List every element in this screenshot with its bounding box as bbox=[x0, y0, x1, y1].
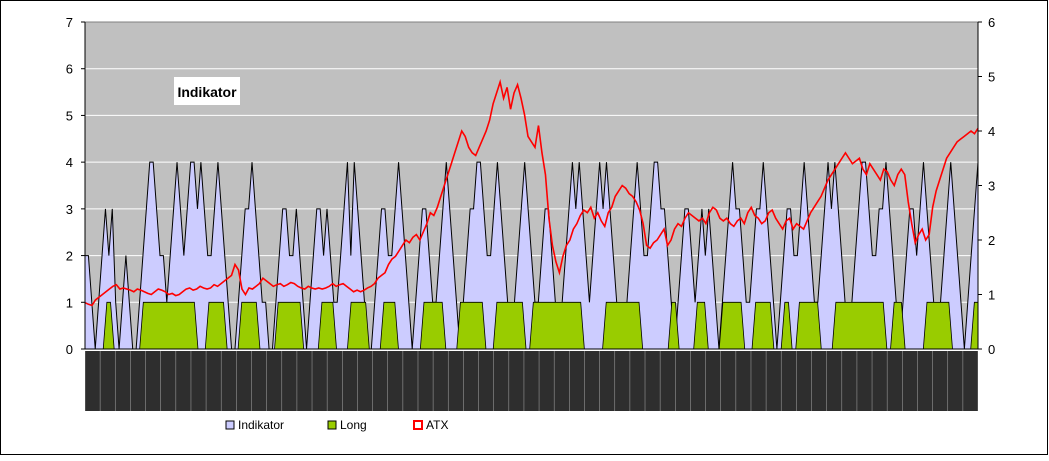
y-right-tick-label: 6 bbox=[988, 15, 995, 30]
y-right-tick-label: 5 bbox=[988, 70, 995, 85]
series-atx-line bbox=[84, 78, 979, 307]
legend-label: Long bbox=[340, 418, 367, 432]
legend: Indikator Long ATX bbox=[225, 418, 448, 432]
legend-swatch bbox=[327, 420, 337, 430]
legend-item-indikator: Indikator bbox=[225, 418, 284, 432]
y-left-tick-label: 6 bbox=[66, 62, 73, 77]
legend-swatch bbox=[225, 420, 235, 430]
y-left-tick-label: 3 bbox=[66, 202, 73, 217]
y-right-tick-label: 2 bbox=[988, 233, 995, 248]
y-left-tick-label: 4 bbox=[66, 155, 73, 170]
legend-label: ATX bbox=[426, 418, 448, 432]
plot-area bbox=[84, 21, 979, 350]
title-background bbox=[174, 77, 240, 105]
chart-title: Indikator bbox=[177, 84, 237, 100]
legend-label: Indikator bbox=[238, 418, 284, 432]
y-left-tick-label: 1 bbox=[66, 295, 73, 310]
legend-swatch bbox=[413, 420, 423, 430]
y-left-tick-label: 7 bbox=[66, 15, 73, 30]
y-left-tick-label: 2 bbox=[66, 249, 73, 264]
axes: 0 1 2 3 4 5 6 7 0 1 2 3 4 5 6 bbox=[66, 15, 995, 411]
y-right-tick-label: 1 bbox=[988, 288, 995, 303]
chart-title-box: Indikator bbox=[174, 77, 240, 105]
y-right-tick-label: 3 bbox=[988, 179, 995, 194]
y-left-tick-label: 5 bbox=[66, 108, 73, 123]
x-tick-labels-band bbox=[85, 351, 978, 411]
legend-item-long: Long bbox=[327, 418, 367, 432]
y-left-tick-label: 0 bbox=[66, 342, 73, 357]
legend-item-atx: ATX bbox=[413, 418, 448, 432]
y-right-tick-label: 4 bbox=[988, 124, 995, 139]
y-right-tick-label: 0 bbox=[988, 342, 995, 357]
